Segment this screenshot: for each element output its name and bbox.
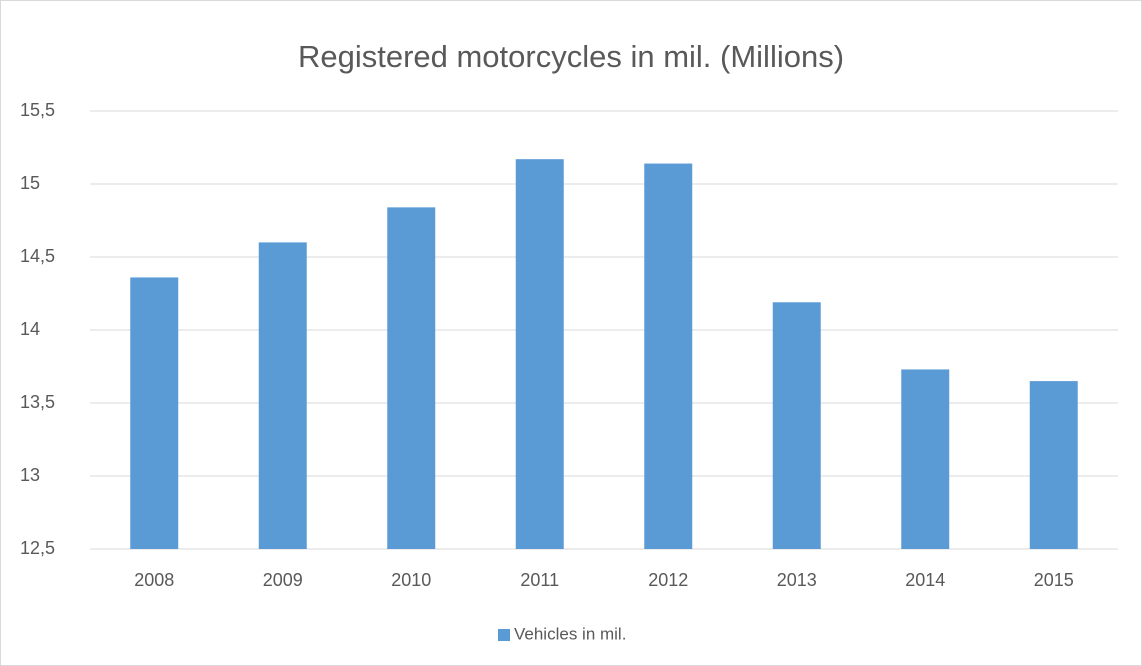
legend-swatch [498, 629, 510, 641]
x-tick-label: 2010 [391, 570, 431, 590]
bar [515, 159, 564, 549]
y-tick-label: 14 [20, 319, 40, 339]
y-tick-label: 13 [20, 465, 40, 485]
x-tick-label: 2008 [134, 570, 174, 590]
x-tick-label: 2009 [263, 570, 303, 590]
x-tick-label: 2013 [777, 570, 817, 590]
x-tick-label: 2015 [1034, 570, 1074, 590]
y-tick-label: 14,5 [20, 246, 55, 266]
bar [901, 369, 950, 549]
x-tick-label: 2012 [648, 570, 688, 590]
bar [772, 302, 821, 549]
bar [644, 163, 693, 549]
bar [130, 277, 179, 549]
y-tick-label: 15,5 [20, 100, 55, 120]
x-tick-label: 2014 [905, 570, 945, 590]
y-tick-label: 13,5 [20, 392, 55, 412]
bar [258, 242, 307, 549]
bar [1029, 381, 1078, 549]
y-tick-label: 12,5 [20, 538, 55, 558]
y-tick-label: 15 [20, 173, 40, 193]
chart-title: Registered motorcycles in mil. (Millions… [298, 39, 844, 74]
bar [387, 207, 436, 550]
x-tick-label: 2011 [520, 570, 559, 590]
legend-label: Vehicles in mil. [514, 624, 626, 643]
